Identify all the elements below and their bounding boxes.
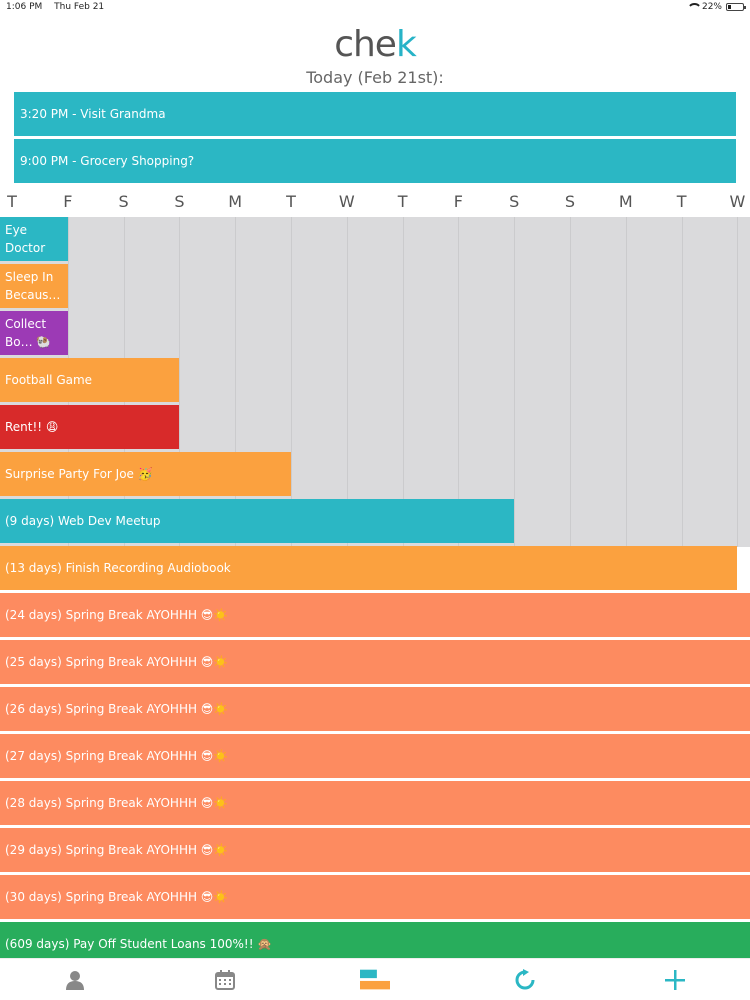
event-bar[interactable]: (29 days) Spring Break AYOHHH 😎☀️ <box>0 828 750 872</box>
day-label: W <box>729 192 746 211</box>
event-label: (26 days) Spring Break AYOHHH 😎☀️ <box>5 702 229 716</box>
grid-line <box>235 217 237 547</box>
today-event-label: 9:00 PM - Grocery Shopping? <box>20 154 195 168</box>
grid-line <box>681 217 683 547</box>
app-logo: chek <box>0 24 750 65</box>
event-label: (28 days) Spring Break AYOHHH 😎☀️ <box>5 796 229 810</box>
event-label: (13 days) Finish Recording Audiobook <box>5 561 231 575</box>
wifi-icon <box>686 3 702 11</box>
tab-profile[interactable] <box>60 967 90 993</box>
event-label: Eye Doctor <box>5 223 46 255</box>
logo-accent: k <box>395 24 417 65</box>
timeline-icon <box>360 969 390 990</box>
status-date: Thu Feb 21 <box>54 2 105 12</box>
day-label: T <box>7 192 17 211</box>
logo-text: che <box>334 24 397 65</box>
event-bar[interactable]: (13 days) Finish Recording Audiobook <box>0 546 738 590</box>
tab-refresh[interactable] <box>510 967 540 993</box>
event-label: (609 days) Pay Off Student Loans 100%!! … <box>5 937 273 951</box>
grid-line <box>402 217 404 547</box>
event-label: (24 days) Spring Break AYOHHH 😎☀️ <box>5 608 229 622</box>
today-event-label: 3:20 PM - Visit Grandma <box>20 107 166 121</box>
event-label: Collect Bo… 🐏 <box>5 317 52 349</box>
event-label: Rent!! 😩 <box>5 420 59 434</box>
day-label: S <box>509 192 520 211</box>
event-bar[interactable]: (26 days) Spring Break AYOHHH 😎☀️ <box>0 687 750 731</box>
grid-line <box>290 217 292 547</box>
grid-line <box>569 217 571 547</box>
day-label: F <box>63 192 73 211</box>
event-bar[interactable]: Rent!! 😩 <box>0 405 180 449</box>
day-label: S <box>118 192 129 211</box>
refresh-icon <box>515 969 535 990</box>
add-icon <box>665 970 685 990</box>
grid-line <box>514 217 516 547</box>
event-bar[interactable]: Sleep In Becaus… <box>0 264 68 308</box>
tab-timeline[interactable] <box>360 967 390 993</box>
event-label: (30 days) Spring Break AYOHHH 😎☀️ <box>5 890 229 904</box>
event-bar[interactable]: (27 days) Spring Break AYOHHH 😎☀️ <box>0 734 750 778</box>
today-heading: Today (Feb 21st): <box>306 68 444 87</box>
grid-line <box>737 217 739 547</box>
event-label: Surprise Party For Joe 🥳 <box>5 467 153 481</box>
day-label: F <box>453 192 463 211</box>
day-label: W <box>338 192 355 211</box>
day-label: M <box>618 192 633 211</box>
event-bar[interactable]: (28 days) Spring Break AYOHHH 😎☀️ <box>0 781 750 825</box>
status-bar: 1:06 PM Thu Feb 21 22% <box>0 0 750 16</box>
battery-percent: 22% <box>701 2 722 12</box>
event-bar[interactable]: (9 days) Web Dev Meetup <box>0 499 515 543</box>
event-bar[interactable]: (24 days) Spring Break AYOHHH 😎☀️ <box>0 593 750 637</box>
event-bar[interactable]: (25 days) Spring Break AYOHHH 😎☀️ <box>0 640 750 684</box>
day-label: T <box>676 192 687 211</box>
tab-bar <box>0 958 750 1000</box>
calendar-icon <box>215 970 235 990</box>
battery-icon <box>726 3 746 11</box>
grid-line <box>179 217 181 547</box>
day-label: S <box>174 192 185 211</box>
grid-line <box>346 217 348 547</box>
event-bar[interactable]: Football Game <box>0 358 180 402</box>
event-bar[interactable]: Collect Bo… 🐏 <box>0 311 68 355</box>
today-event[interactable]: 9:00 PM - Grocery Shopping? <box>14 139 736 183</box>
event-label: (25 days) Spring Break AYOHHH 😎☀️ <box>5 655 229 669</box>
today-event[interactable]: 3:20 PM - Visit Grandma <box>14 92 736 136</box>
event-bar[interactable]: Eye Doctor <box>0 217 68 261</box>
day-label: S <box>564 192 576 211</box>
event-label: (27 days) Spring Break AYOHHH 😎☀️ <box>5 749 229 763</box>
tab-add[interactable] <box>660 967 690 993</box>
event-bar[interactable]: Surprise Party For Joe 🥳 <box>0 452 291 496</box>
day-label: M <box>228 192 243 211</box>
day-label: T <box>286 192 296 211</box>
event-label: Football Game <box>5 373 93 387</box>
event-label: (29 days) Spring Break AYOHHH 😎☀️ <box>5 843 229 857</box>
grid-line <box>625 217 627 547</box>
status-time: 1:06 PM <box>6 2 43 12</box>
profile-icon <box>66 971 84 990</box>
event-label: Sleep In Becaus… <box>5 270 61 302</box>
event-bar[interactable]: (30 days) Spring Break AYOHHH 😎☀️ <box>0 875 750 919</box>
day-label: T <box>397 192 408 211</box>
grid-line <box>458 217 460 547</box>
event-label: (9 days) Web Dev Meetup <box>5 514 161 528</box>
tab-calendar[interactable] <box>210 967 240 993</box>
